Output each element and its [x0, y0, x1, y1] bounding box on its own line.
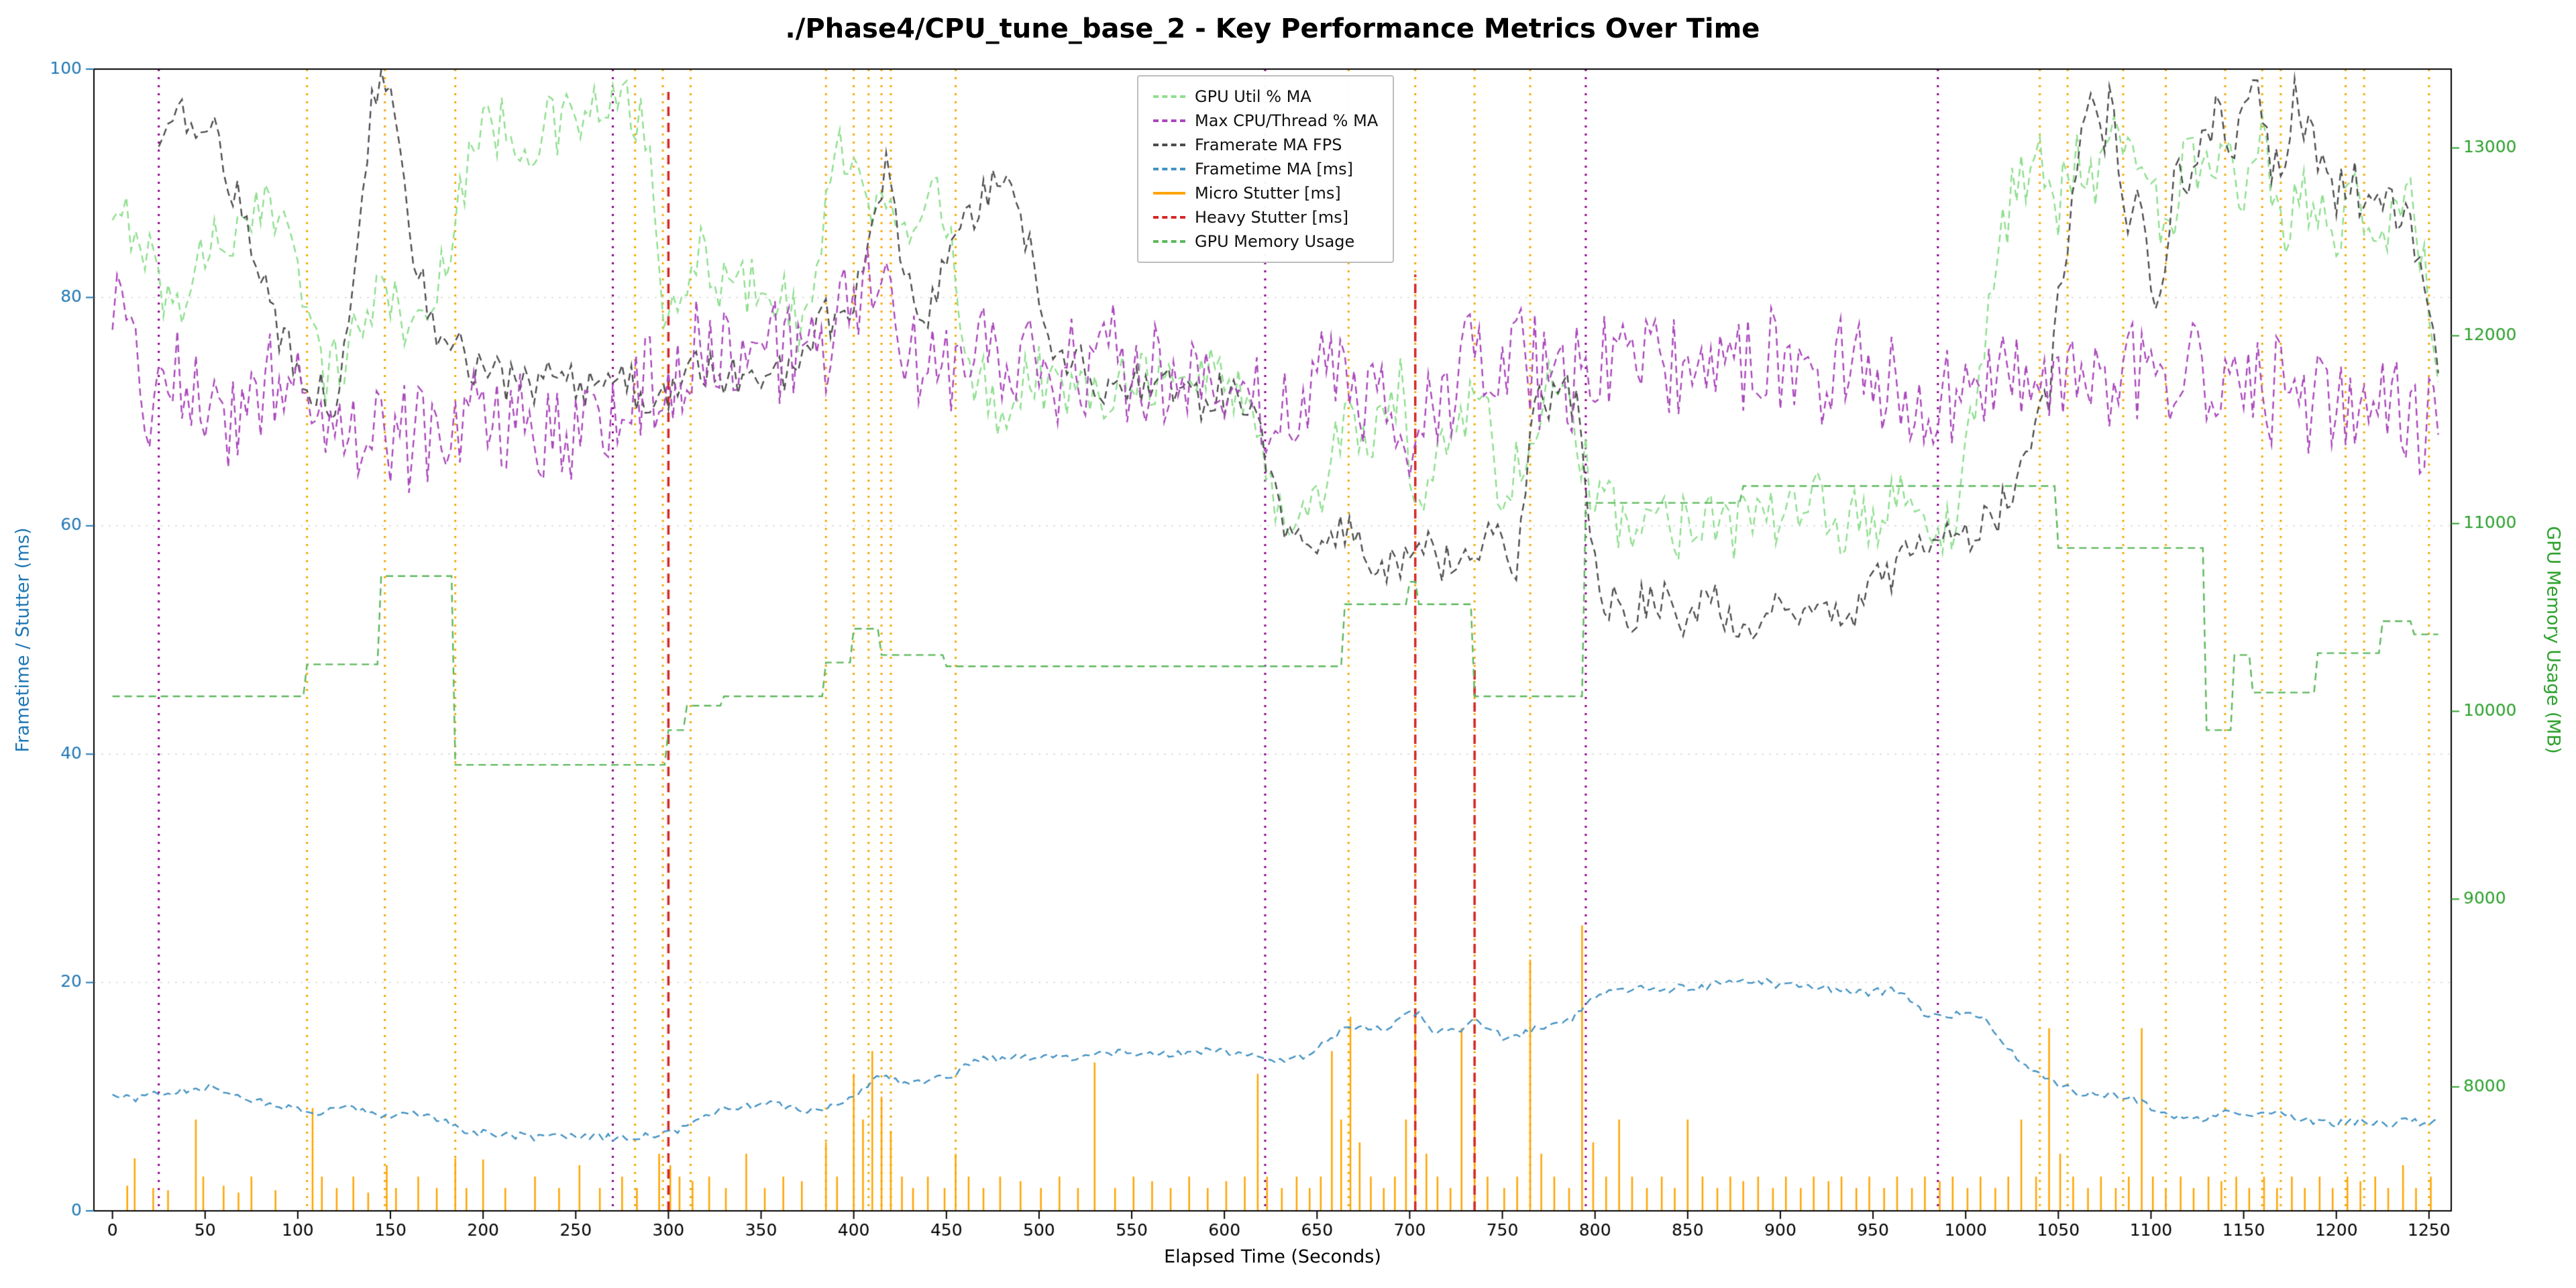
legend-item: GPU Memory Usage	[1153, 229, 1378, 254]
legend-line-sample-icon	[1153, 119, 1185, 122]
legend-line-sample-icon	[1153, 192, 1185, 195]
legend-label: Heavy Stutter [ms]	[1195, 208, 1349, 227]
legend-line-sample-icon	[1153, 240, 1185, 243]
right-y-axis-label: GPU Memory Usage (MB)	[2542, 526, 2564, 754]
left-y-axis-label: Frametime / Stutter (ms)	[12, 527, 34, 753]
legend-label: Frametime MA [ms]	[1195, 160, 1353, 178]
legend-item: Max CPU/Thread % MA	[1153, 109, 1378, 133]
chart-title: ./Phase4/CPU_tune_base_2 - Key Performan…	[785, 13, 1760, 44]
legend-label: Micro Stutter [ms]	[1195, 184, 1341, 203]
legend-item: Frametime MA [ms]	[1153, 157, 1378, 181]
legend-item: Framerate MA FPS	[1153, 133, 1378, 157]
legend-label: GPU Memory Usage	[1195, 232, 1355, 251]
chart-legend: GPU Util % MA Max CPU/Thread % MA Framerat…	[1137, 75, 1395, 263]
legend-line-sample-icon	[1153, 168, 1185, 170]
x-axis-label: Elapsed Time (Seconds)	[1164, 1246, 1381, 1267]
legend-label: Max CPU/Thread % MA	[1195, 111, 1379, 130]
legend-item: Heavy Stutter [ms]	[1153, 205, 1378, 229]
legend-item: GPU Util % MA	[1153, 85, 1378, 109]
legend-line-sample-icon	[1153, 216, 1185, 219]
legend-item: Micro Stutter [ms]	[1153, 181, 1378, 205]
legend-line-sample-icon	[1153, 144, 1185, 146]
legend-label: GPU Util % MA	[1195, 87, 1311, 106]
legend-label: Framerate MA FPS	[1195, 136, 1342, 154]
legend-line-sample-icon	[1153, 95, 1185, 98]
